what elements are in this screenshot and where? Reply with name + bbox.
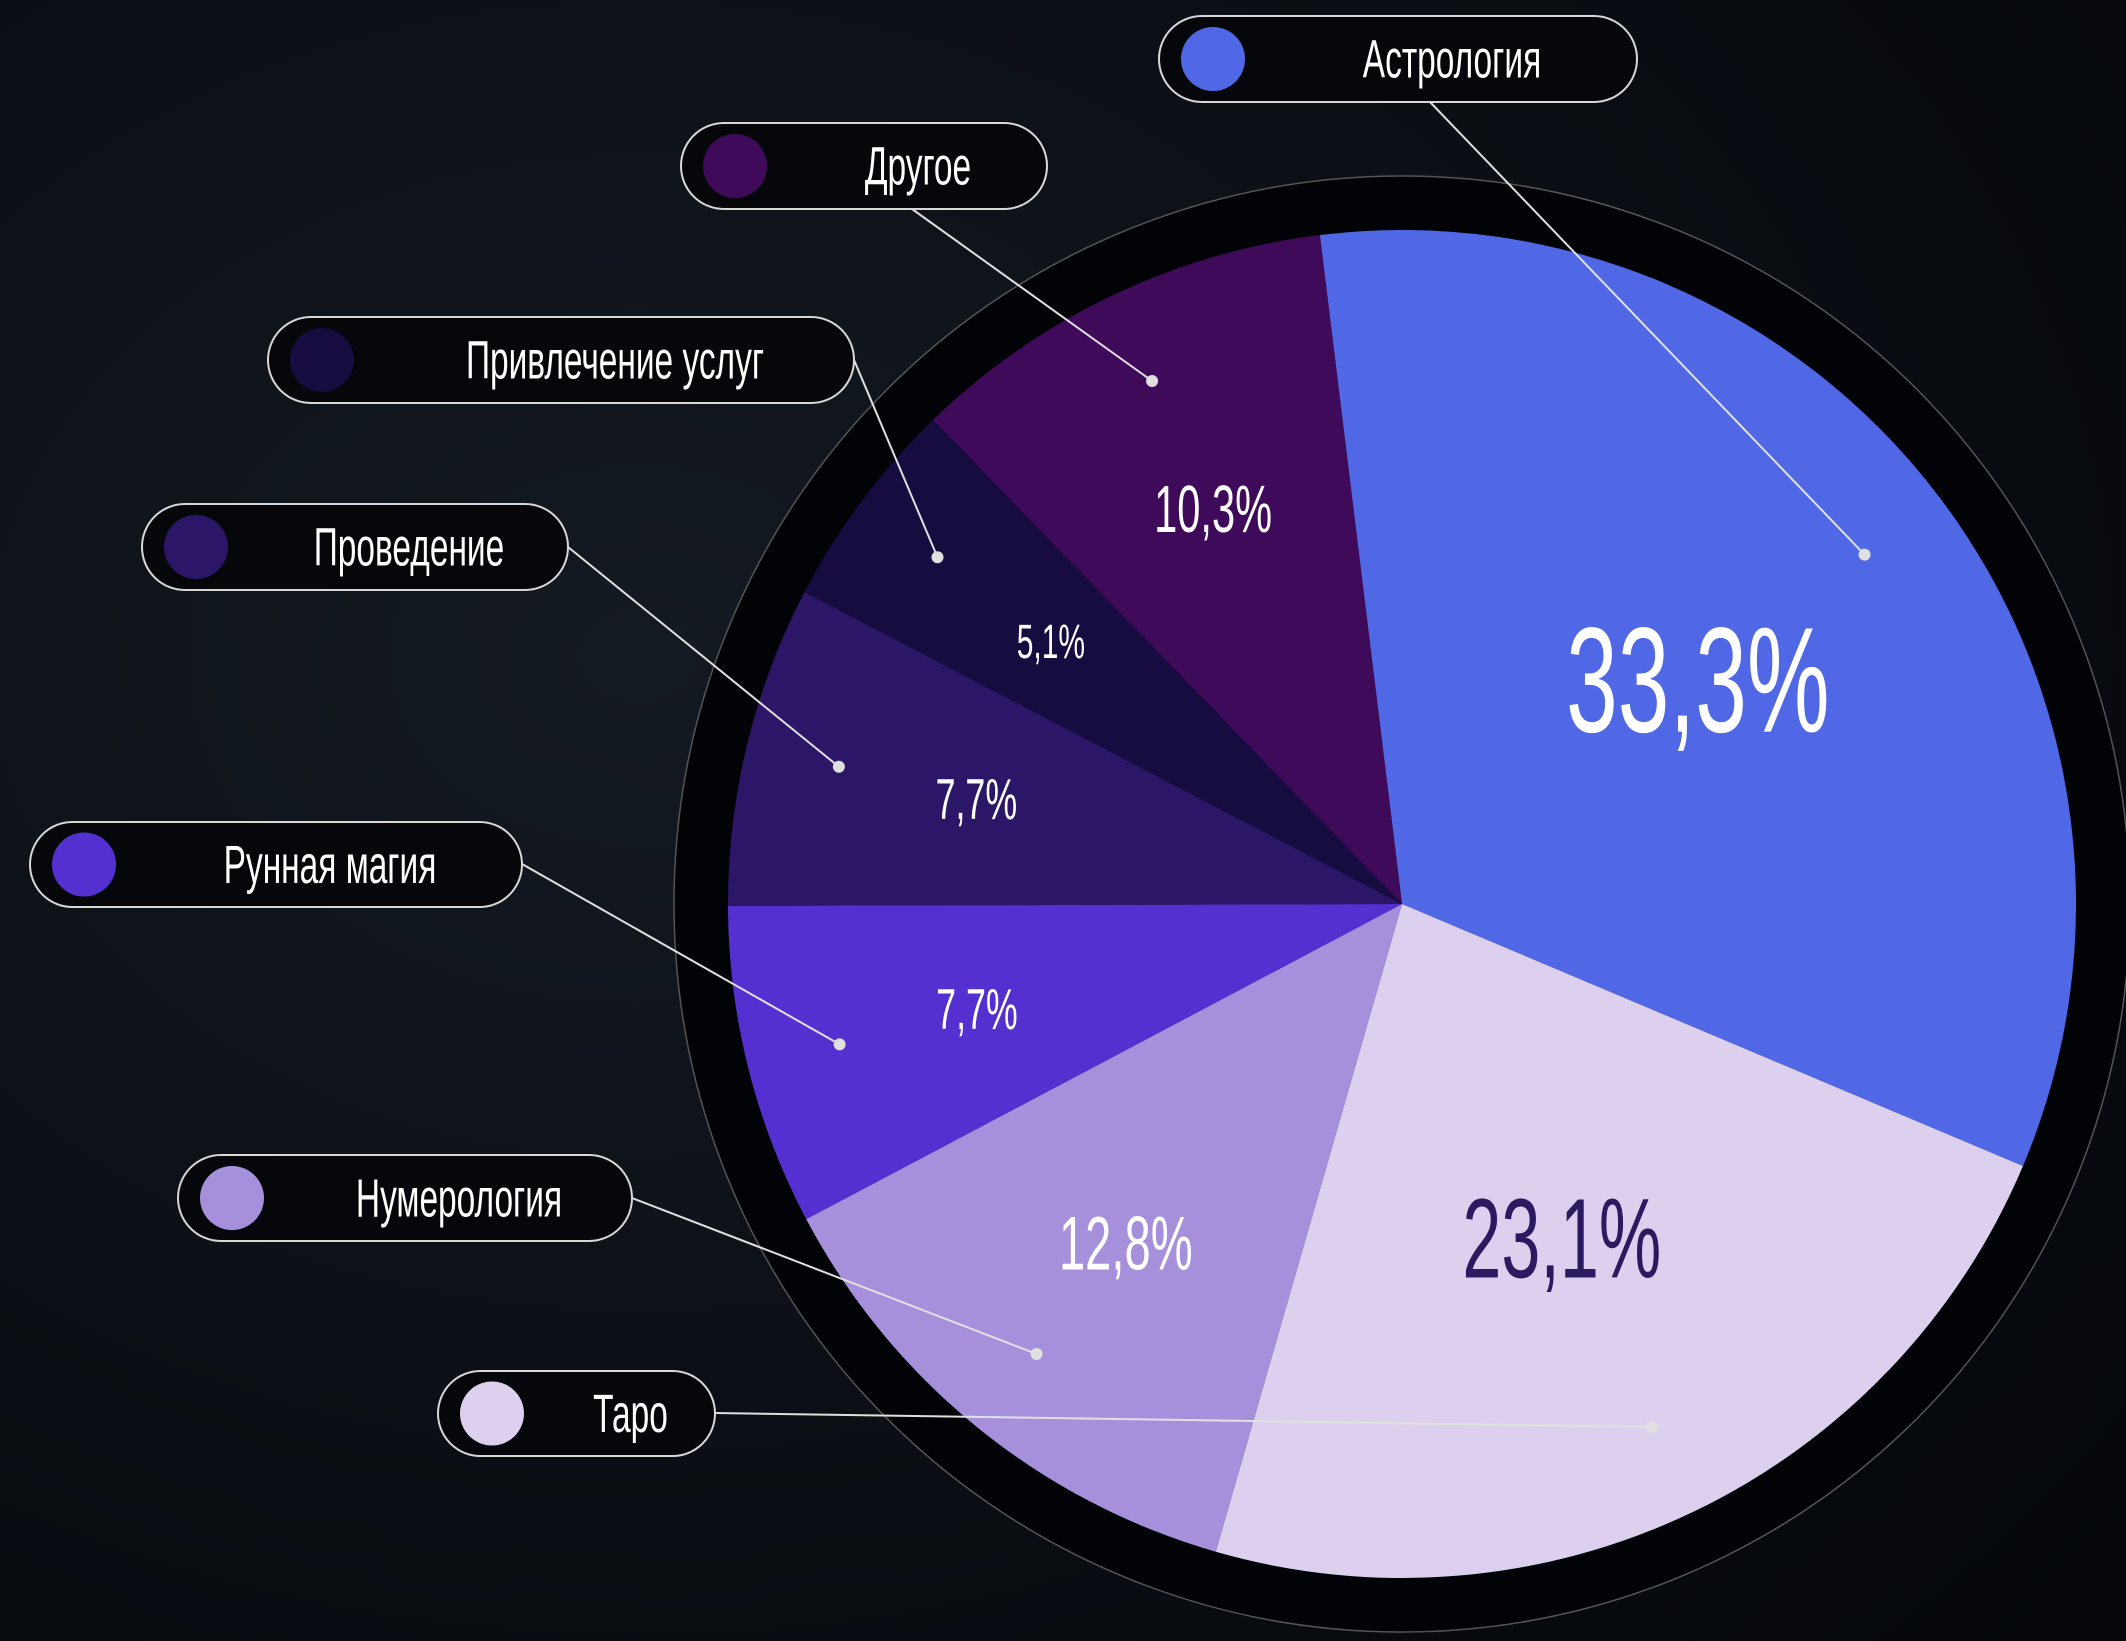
legend-pill (141, 503, 569, 591)
leader-line (521, 863, 841, 1046)
legend-label: Проведение (314, 516, 504, 577)
leader-line (567, 546, 840, 768)
legend-label: Нумерология (356, 1167, 562, 1228)
slice-label: 7,7% (936, 978, 1018, 1042)
leader-dot (832, 760, 845, 773)
pie-slice (1319, 230, 2076, 1167)
slice-label: 5,1% (1017, 615, 1085, 669)
pie-slice (804, 419, 1402, 904)
leader-line (853, 359, 939, 558)
pie-slice (806, 904, 1402, 1552)
legend-pill (267, 316, 855, 404)
leader-dot (1858, 548, 1871, 561)
leader-dot (1645, 1421, 1658, 1434)
legend-swatch (1181, 27, 1245, 91)
legend-swatch (200, 1166, 264, 1230)
legend-label: Таро (593, 1383, 668, 1444)
legend-pill (1158, 15, 1638, 103)
legend-swatch (52, 832, 116, 897)
legend-pill (680, 122, 1048, 210)
legend-label: Астрология (1363, 28, 1541, 89)
pie-slice (933, 235, 1402, 904)
slice-label: 7,7% (936, 768, 1018, 832)
slice-label: 23,1% (1462, 1175, 1661, 1301)
slice-label: 10,3% (1154, 471, 1272, 547)
legend-label: Привлечение услуг (466, 329, 764, 390)
legend-swatch (164, 515, 228, 579)
pie-slice (728, 904, 1402, 1220)
legend-pill (177, 1154, 633, 1242)
leader-dot (1030, 1347, 1043, 1360)
leader-line (631, 1197, 1037, 1355)
leader-dot (833, 1038, 846, 1051)
pie-slice (1215, 904, 2023, 1578)
leader-dot (931, 551, 944, 564)
legend-swatch (290, 328, 354, 392)
legend-label: Другое (865, 135, 971, 196)
legend-pill (29, 821, 523, 908)
pie-slice (728, 592, 1402, 906)
legend-swatch (460, 1381, 524, 1446)
slice-label: 12,8% (1059, 1202, 1193, 1286)
legend-swatch (703, 134, 767, 198)
leader-line (911, 208, 1153, 382)
leader-line (1429, 101, 1866, 556)
slice-label: 33,3% (1566, 597, 1829, 764)
legend-label: Рунная магия (224, 834, 437, 895)
leader-dot (1146, 374, 1159, 387)
leader-line (714, 1412, 1652, 1429)
